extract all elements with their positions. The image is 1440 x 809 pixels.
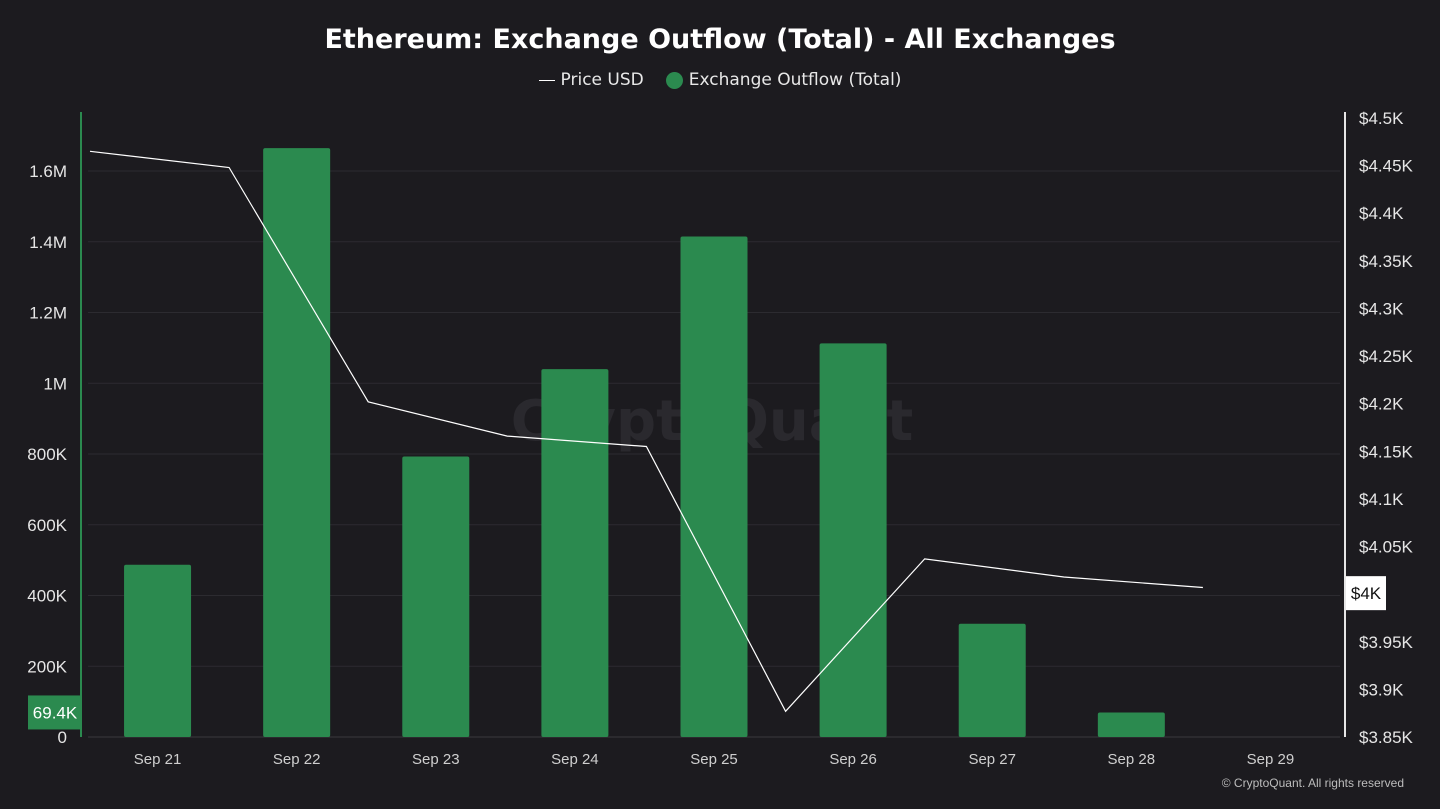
bar (402, 456, 470, 737)
circle-icon (665, 71, 683, 89)
bar (680, 236, 748, 737)
bar (958, 623, 1026, 737)
x-tick-label: Sep 22 (273, 751, 321, 768)
x-tick-label: Sep 28 (1108, 751, 1156, 768)
legend-item-outflow[interactable]: Exchange Outflow (Total) (665, 70, 902, 90)
right-tick-label: $4.15K (1359, 442, 1414, 461)
right-tick-label: $4.05K (1359, 538, 1414, 557)
right-tick-label: $4.25K (1359, 347, 1414, 366)
left-tick-label: 1.4M (29, 233, 67, 252)
legend-label-price: Price USD (560, 70, 644, 90)
x-tick-label: Sep 23 (412, 751, 460, 768)
right-value-marker-label: $4K (1351, 584, 1382, 603)
left-value-marker-label: 69.4K (33, 703, 78, 722)
right-tick-label: $4.2K (1359, 395, 1404, 414)
left-tick-label: 600K (27, 516, 67, 535)
x-tick-label: Sep 21 (134, 751, 182, 768)
right-tick-label: $3.9K (1359, 680, 1404, 699)
line-icon (538, 79, 555, 81)
x-tick-label: Sep 26 (829, 751, 877, 768)
legend-label-outflow: Exchange Outflow (Total) (688, 70, 902, 90)
price-line (89, 150, 1203, 713)
right-tick-label: $4.3K (1359, 299, 1404, 318)
right-tick-label: $4.1K (1359, 490, 1404, 509)
right-tick-label: $3.85K (1359, 728, 1414, 747)
left-tick-label: 1M (43, 374, 67, 393)
left-tick-label: 1.2M (29, 304, 67, 323)
left-tick-label: 200K (27, 657, 67, 676)
copyright: © CryptoQuant. All rights reserved (1221, 776, 1404, 790)
right-value-marker (1346, 576, 1386, 611)
legend-item-price[interactable]: Price USD (538, 70, 644, 90)
bar (1097, 712, 1165, 737)
bar (124, 564, 192, 737)
legend: Price USD Exchange Outflow (Total) (0, 70, 1440, 90)
x-tick-label: Sep 25 (690, 751, 738, 768)
bar (819, 343, 887, 737)
chart-title: Ethereum: Exchange Outflow (Total) - All… (324, 24, 1116, 55)
left-value-marker (28, 695, 82, 730)
bar (263, 148, 331, 737)
left-tick-label: 400K (27, 587, 67, 606)
left-tick-label: 1.6M (29, 162, 67, 181)
right-tick-label: $4.4K (1359, 204, 1404, 223)
bar (541, 369, 609, 737)
x-tick-label: Sep 27 (968, 751, 1016, 768)
left-tick-label: 800K (27, 445, 67, 464)
x-tick-label: Sep 24 (551, 751, 599, 768)
x-tick-label: Sep 29 (1247, 751, 1295, 768)
right-tick-label: $4.45K (1359, 157, 1414, 176)
right-tick-label: $4.5K (1359, 109, 1404, 128)
right-tick-label: $4.35K (1359, 252, 1414, 271)
right-tick-label: $3.95K (1359, 633, 1414, 652)
left-tick-label: 0 (58, 728, 67, 747)
